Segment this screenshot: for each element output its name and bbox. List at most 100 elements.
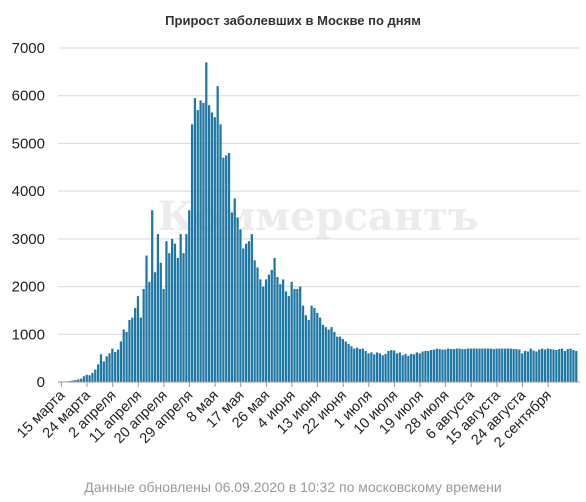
bar xyxy=(287,296,290,382)
bar xyxy=(424,350,427,382)
bar xyxy=(546,348,549,382)
bar xyxy=(239,229,242,382)
bar xyxy=(338,336,342,382)
y-tick-label: 2000 xyxy=(12,279,45,296)
bar xyxy=(97,364,100,382)
bar xyxy=(273,257,276,382)
bar xyxy=(469,348,473,382)
bar xyxy=(131,317,134,382)
bar xyxy=(173,243,177,382)
bar xyxy=(393,350,396,382)
bar xyxy=(264,279,268,382)
y-tick-label: 4000 xyxy=(12,183,45,200)
bar xyxy=(316,312,319,382)
bar xyxy=(447,348,450,382)
bar xyxy=(552,349,555,382)
bar xyxy=(284,291,288,382)
bar xyxy=(245,243,248,382)
bar xyxy=(390,350,393,382)
bar xyxy=(538,349,541,382)
bar xyxy=(74,380,77,382)
bar xyxy=(407,355,410,382)
bar xyxy=(364,350,367,382)
chart-title: Прирост заболевших в Москве по дням xyxy=(165,13,421,28)
bar xyxy=(344,341,347,382)
bar xyxy=(94,369,97,382)
bar xyxy=(373,354,376,382)
bar xyxy=(378,353,382,382)
bar xyxy=(518,349,521,382)
y-tick-label: 1000 xyxy=(12,326,45,343)
bar xyxy=(142,288,145,382)
bar xyxy=(282,279,285,382)
bar xyxy=(384,353,387,382)
bar xyxy=(196,110,199,382)
bar xyxy=(136,296,140,382)
bar xyxy=(102,361,105,382)
bar xyxy=(233,198,236,382)
bar xyxy=(515,349,518,382)
bar xyxy=(156,234,160,382)
bar xyxy=(165,241,168,382)
update-footnote: Данные обновлены 06.09.2020 в 10:32 по м… xyxy=(84,479,502,495)
bar xyxy=(296,288,299,382)
bar xyxy=(569,348,572,382)
bar xyxy=(242,248,245,382)
bar xyxy=(310,305,313,382)
bar xyxy=(256,267,259,382)
bar xyxy=(523,350,527,382)
bar xyxy=(375,352,379,382)
bar xyxy=(572,350,575,382)
bar xyxy=(438,349,441,382)
bar xyxy=(145,255,148,382)
bar xyxy=(134,308,137,382)
y-tick-label: 7000 xyxy=(12,40,45,57)
bar xyxy=(222,157,225,382)
bar xyxy=(535,351,538,382)
bar xyxy=(151,210,154,382)
bar xyxy=(432,349,436,382)
bar xyxy=(91,372,94,382)
bar xyxy=(128,319,131,382)
bar xyxy=(401,355,404,382)
bar xyxy=(484,348,487,382)
bar xyxy=(276,277,279,382)
bar xyxy=(495,348,498,382)
bar xyxy=(190,124,194,382)
bar xyxy=(301,305,305,382)
bar xyxy=(85,374,88,382)
bar xyxy=(125,331,128,382)
bar-chart: Коммерсантъ 0100020003000400050006000700… xyxy=(12,13,580,451)
bar xyxy=(395,353,399,382)
bar xyxy=(464,349,467,382)
bar xyxy=(336,336,339,382)
bar xyxy=(71,380,74,382)
bar xyxy=(481,348,484,382)
bar xyxy=(521,353,524,382)
bar xyxy=(347,343,350,382)
bar xyxy=(387,350,390,382)
bar xyxy=(182,253,185,382)
bar xyxy=(361,348,364,382)
bar xyxy=(148,281,151,382)
bar xyxy=(455,348,458,382)
bar xyxy=(253,260,256,382)
bar xyxy=(435,348,438,382)
bar xyxy=(444,349,447,382)
bar xyxy=(199,100,202,383)
bar xyxy=(532,350,535,382)
bar xyxy=(202,102,205,383)
bar xyxy=(321,324,325,382)
bar xyxy=(341,339,345,382)
bar xyxy=(179,234,182,382)
bar xyxy=(492,349,495,382)
bar xyxy=(79,378,83,382)
bar xyxy=(410,353,413,382)
y-tick-label: 6000 xyxy=(12,88,45,105)
bar xyxy=(259,279,262,382)
bar xyxy=(486,348,490,382)
bar xyxy=(449,349,453,382)
bar xyxy=(353,348,356,382)
